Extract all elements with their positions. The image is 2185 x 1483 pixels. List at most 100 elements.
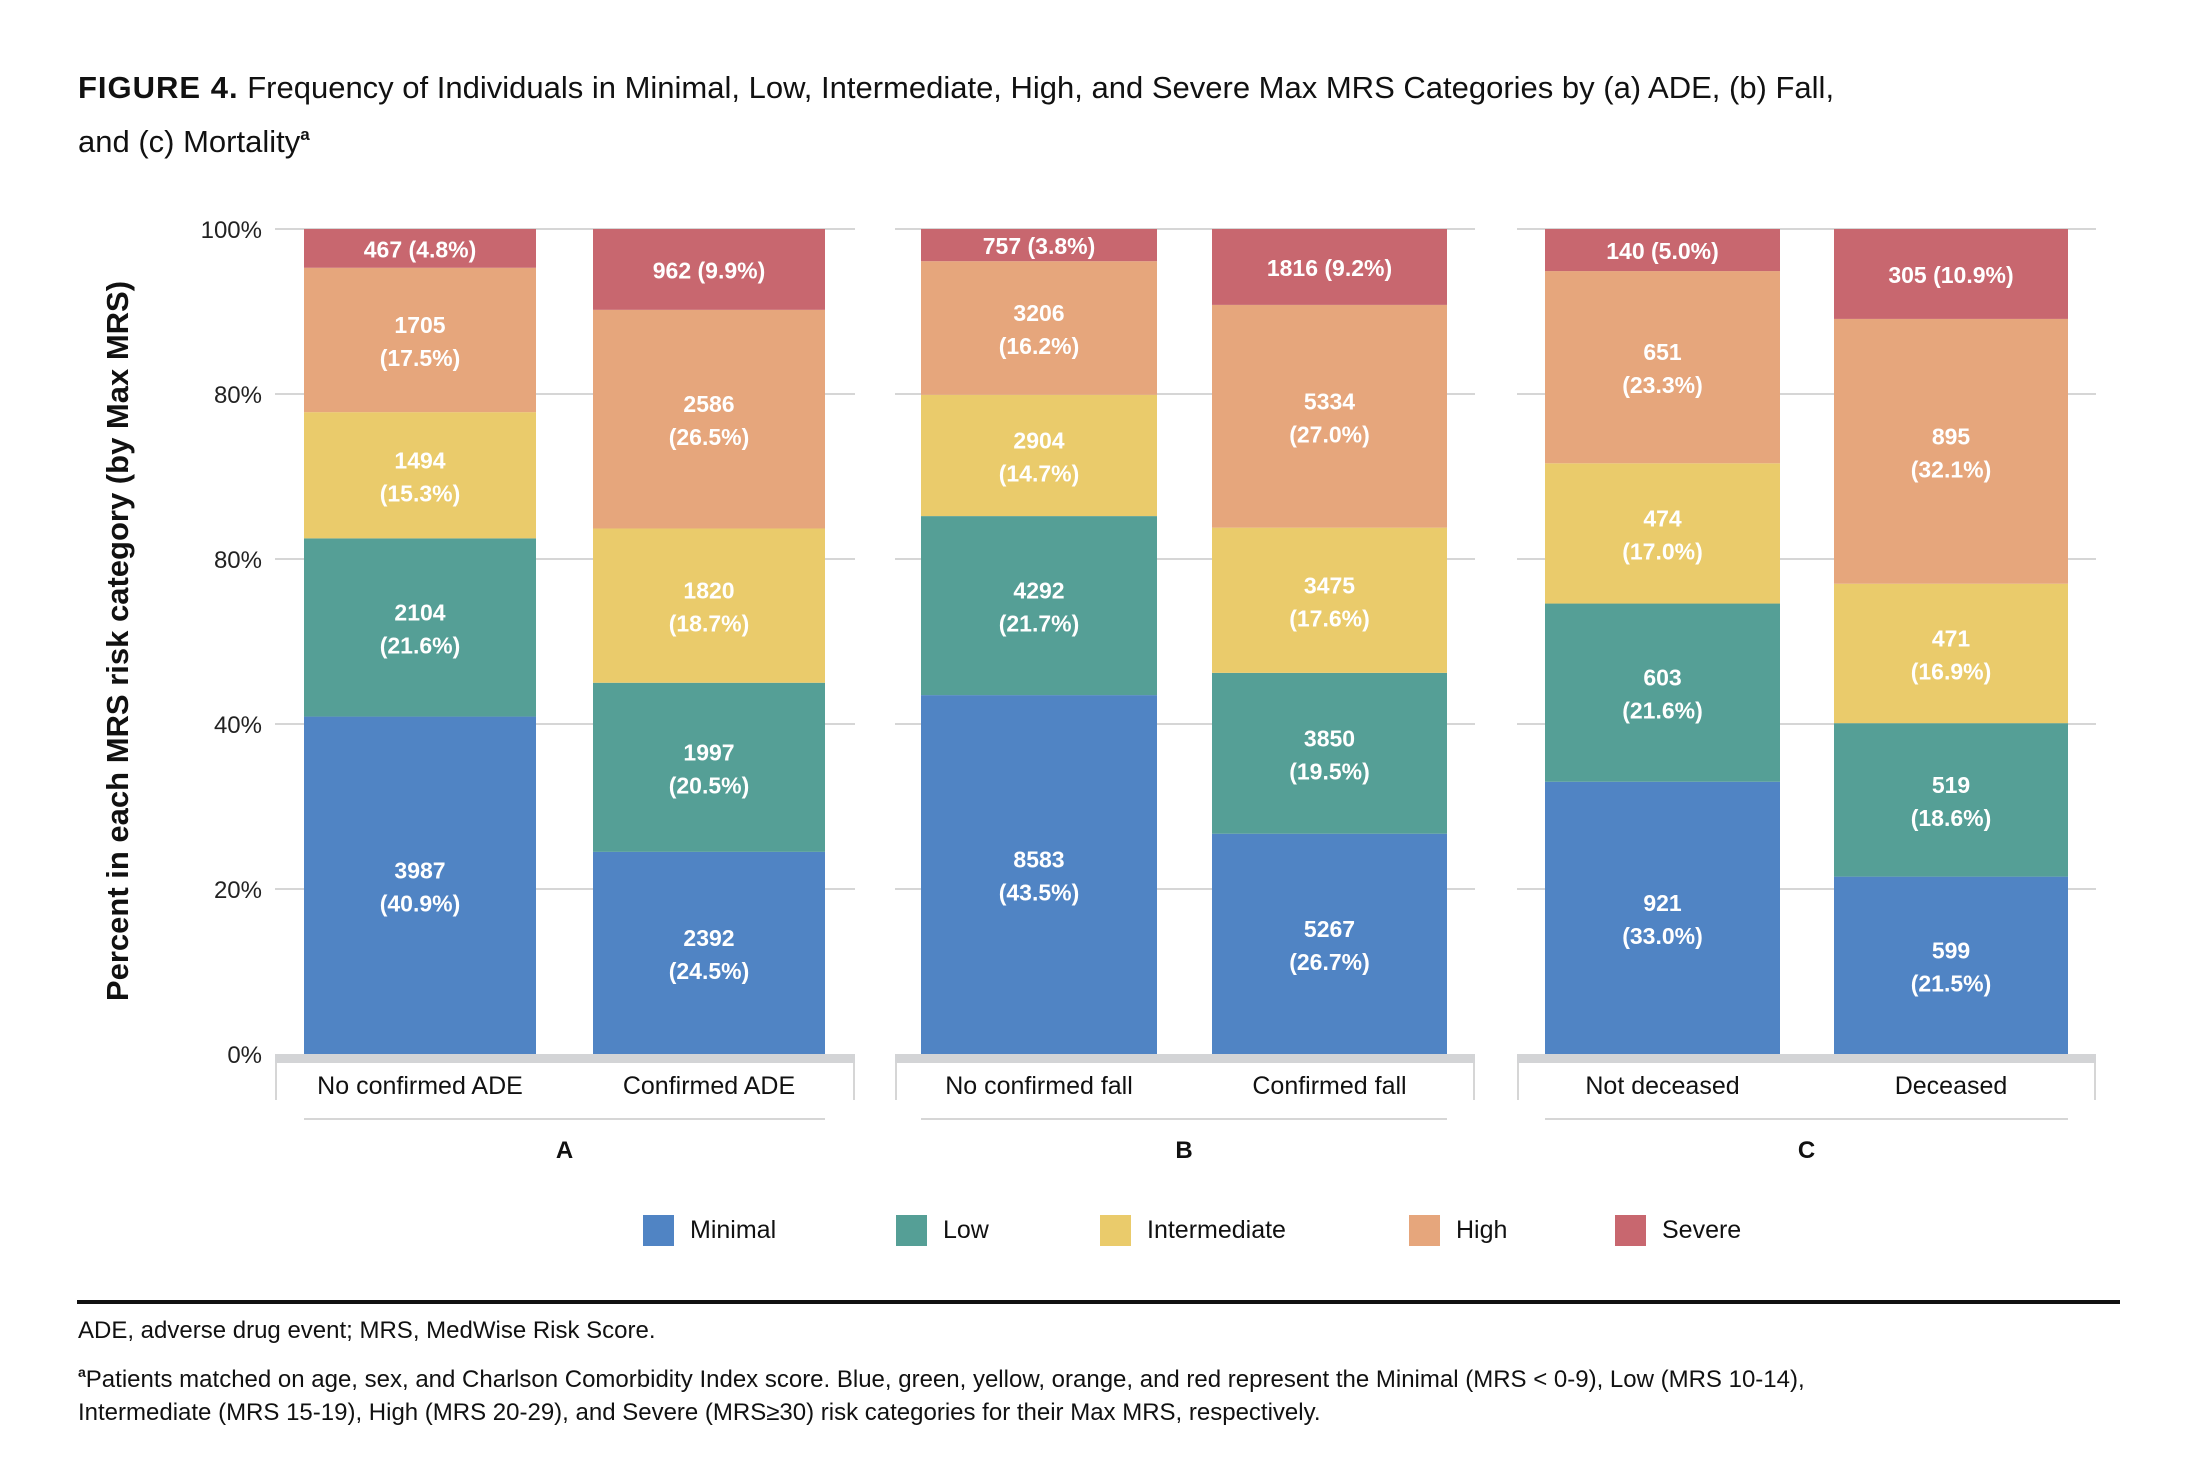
segment-count-label: 5267 (1304, 916, 1355, 942)
footnotes: ADE, adverse drug event; MRS, MedWise Ri… (78, 1310, 2118, 1429)
segment-count-label: 3475 (1304, 572, 1355, 598)
segment-percent-label: (21.5%) (1911, 970, 1992, 996)
bar-confirmed-fall: 5267 (26.7%) 3850 (19.5%) 3475 (17.6%) 5334 (27… (1212, 229, 1447, 1054)
bar-segment-minimal (921, 695, 1157, 1054)
bar-segment-minimal (304, 716, 536, 1054)
segment-label: 305 (10.9%) (1888, 262, 2013, 288)
bar-segment-minimal (1545, 781, 1780, 1054)
bar-segment-severe (1212, 229, 1447, 305)
bar-segment-minimal (1834, 876, 2068, 1054)
figure-title-text: Frequency of Individuals in Minimal, Low… (247, 70, 1835, 105)
segment-count-label: 519 (1932, 772, 1970, 798)
segment-count-label: 603 (1643, 665, 1681, 691)
bar-segment-high (1545, 271, 1780, 464)
segment-percent-label: (23.3%) (1622, 372, 1703, 398)
category-axis: No confirmed ADE Confirmed ADE A No confirm… (275, 1054, 2096, 1164)
bar-no-confirmed-ade: 3987 (40.9%) 2104 (21.6%) 1494 (15.3%) 1705 (17… (304, 229, 536, 1054)
segment-percent-label: (33.0%) (1622, 923, 1703, 949)
figure-label: FIGURE 4. (78, 70, 239, 105)
segment-percent-label: (32.1%) (1911, 456, 1992, 482)
footnote-a: aPatients matched on age, sex, and Charl… (78, 1356, 2118, 1429)
segment-percent-label: (26.7%) (1289, 949, 1370, 975)
bar-segment-intermediate (921, 394, 1157, 517)
segment-count-label: 471 (1932, 625, 1971, 651)
segment-percent-label: (16.9%) (1911, 658, 1992, 684)
gridlines (275, 228, 2096, 890)
bar-segment-intermediate (1212, 527, 1447, 673)
segment-count-label: 599 (1932, 937, 1970, 963)
bar-segment-high (921, 261, 1157, 395)
x-axis-baseline (1517, 1054, 2096, 1063)
bar-segment-low (593, 682, 825, 852)
segment-percent-label: (26.5%) (669, 424, 750, 450)
legend-swatch (1409, 1214, 1440, 1246)
segment-count-label: 3850 (1304, 725, 1355, 751)
footnote-marker: a (78, 1364, 86, 1380)
panel-label: C (1798, 1137, 1815, 1164)
legend-label: Minimal (690, 1215, 777, 1244)
segment-percent-label: (24.5%) (669, 958, 750, 984)
bar-segment-low (1212, 672, 1447, 834)
segment-count-label: 4292 (1013, 578, 1064, 604)
segment-count-label: 1820 (683, 578, 734, 604)
bar-segment-low (1545, 603, 1780, 782)
x-axis-baseline (895, 1054, 1475, 1063)
legend-swatch (1615, 1214, 1646, 1246)
segment-percent-label: (16.2%) (999, 333, 1080, 359)
bars: 3987 (40.9%) 2104 (21.6%) 1494 (15.3%) 1705 (17… (304, 229, 2068, 1054)
bar-segment-severe (1834, 229, 2068, 319)
segment-percent-label: (21.6%) (380, 632, 461, 658)
segment-count-label: 1997 (683, 739, 734, 765)
y-tick-label: 20% (214, 877, 262, 904)
bar-segment-intermediate (1545, 463, 1780, 604)
bar-segment-minimal (593, 851, 825, 1054)
category-label: Confirmed ADE (623, 1072, 795, 1100)
legend-label: Severe (1662, 1215, 1742, 1244)
segment-percent-label: (21.6%) (1622, 698, 1703, 724)
y-tick-label: 80% (214, 547, 262, 574)
segment-label: 1816 (9.2%) (1267, 255, 1392, 281)
segment-percent-label: (14.7%) (999, 460, 1080, 486)
stacked-bar-chart: 100% 80% 80% 40% 20% 0% 3987 (40.9%) 2104 (21.6%… (100, 217, 2096, 1164)
y-tick-label: 100% (201, 217, 262, 244)
y-tick-label: 80% (214, 382, 262, 409)
legend-item-intermediate: Intermediate (1100, 1212, 1286, 1248)
segment-label: 757 (3.8%) (983, 233, 1096, 259)
segment-percent-label: (20.5%) (669, 772, 750, 798)
legend-item-minimal: Minimal (643, 1212, 776, 1248)
footnote-divider (77, 1300, 2120, 1304)
panel-label: B (1175, 1137, 1192, 1164)
segment-percent-label: (17.6%) (1289, 605, 1370, 631)
legend-swatch (643, 1214, 674, 1246)
footnote-a-line1: Patients matched on age, sex, and Charls… (85, 1366, 1805, 1393)
figure-title-line2: and (c) Mortality (78, 124, 301, 159)
segment-percent-label: (21.7%) (999, 611, 1080, 637)
footnote-a-line2: Intermediate (MRS 15-19), High (MRS 20-2… (78, 1399, 1321, 1426)
bar-segment-high (1834, 318, 2068, 584)
y-axis-title: Percent in each MRS risk category (by Ma… (100, 281, 135, 1001)
bar-segment-high (304, 267, 536, 413)
category-label: Deceased (1895, 1072, 2008, 1100)
bar-segment-high (593, 309, 825, 529)
segment-percent-label: (17.0%) (1622, 538, 1703, 564)
panel-a: 3987 (40.9%) 2104 (21.6%) 1494 (15.3%) 1705 (17… (304, 229, 825, 1054)
segment-count-label: 1494 (394, 447, 445, 473)
segment-count-label: 5334 (1304, 388, 1355, 414)
segment-count-label: 2904 (1013, 427, 1064, 453)
bar-segment-severe (593, 229, 825, 310)
legend-swatch (1100, 1214, 1131, 1246)
segment-count-label: 8583 (1013, 847, 1064, 873)
segment-label: 467 (4.8%) (364, 236, 477, 262)
segment-count-label: 2586 (683, 391, 734, 417)
y-tick-label: 40% (214, 712, 262, 739)
bar-deceased: 599 (21.5%) 519 (18.6%) 471 (16.9%) 895 (32.1%)… (1834, 229, 2068, 1054)
category-label: No confirmed fall (945, 1072, 1133, 1100)
bar-segment-intermediate (1834, 583, 2068, 724)
legend-label: High (1456, 1215, 1508, 1244)
segment-label: 140 (5.0%) (1606, 238, 1719, 264)
panel-b: 8583 (43.5%) 4292 (21.7%) 2904 (14.7%) 3206 (16… (921, 229, 1447, 1054)
legend-item-high: High (1409, 1212, 1507, 1248)
category-label: Not deceased (1585, 1072, 1739, 1100)
segment-count-label: 921 (1643, 890, 1682, 916)
panel-c: 921 (33.0%) 603 (21.6%) 474 (17.0%) 651 (23.3%)… (1545, 229, 2068, 1054)
